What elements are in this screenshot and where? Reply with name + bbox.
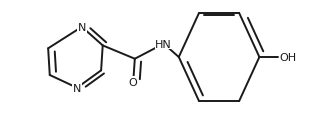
- Text: N: N: [78, 23, 86, 33]
- Text: HN: HN: [155, 39, 172, 49]
- Text: N: N: [73, 83, 81, 93]
- Text: OH: OH: [279, 53, 296, 62]
- Text: O: O: [129, 77, 138, 87]
